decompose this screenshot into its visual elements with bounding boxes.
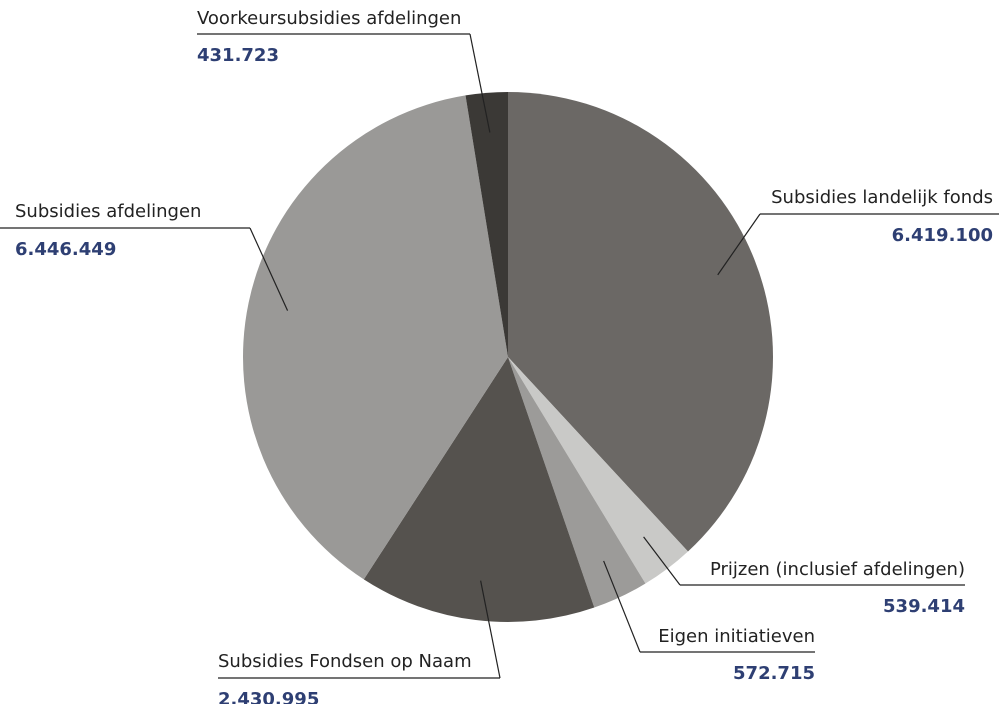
slice-label: Eigen initiatieven xyxy=(658,626,815,647)
slice-label: Subsidies Fondsen op Naam xyxy=(218,651,472,672)
chart: Subsidies landelijk fonds 6.419.100 Prijze… xyxy=(0,0,999,704)
value-label: 6.446.449 xyxy=(15,239,116,260)
slice-label: Prijzen (inclusief afdelingen) xyxy=(710,559,965,580)
slice-label: Subsidies afdelingen xyxy=(15,201,201,222)
value-label: 572.715 xyxy=(733,663,815,684)
value-label: 6.419.100 xyxy=(892,225,993,246)
value-label: 2.430.995 xyxy=(218,689,319,704)
slice-label: Voorkeursubsidies afdelingen xyxy=(197,8,461,29)
value-label: 539.414 xyxy=(883,596,965,617)
value-label: 431.723 xyxy=(197,45,279,66)
slice-label: Subsidies landelijk fonds xyxy=(771,187,993,208)
